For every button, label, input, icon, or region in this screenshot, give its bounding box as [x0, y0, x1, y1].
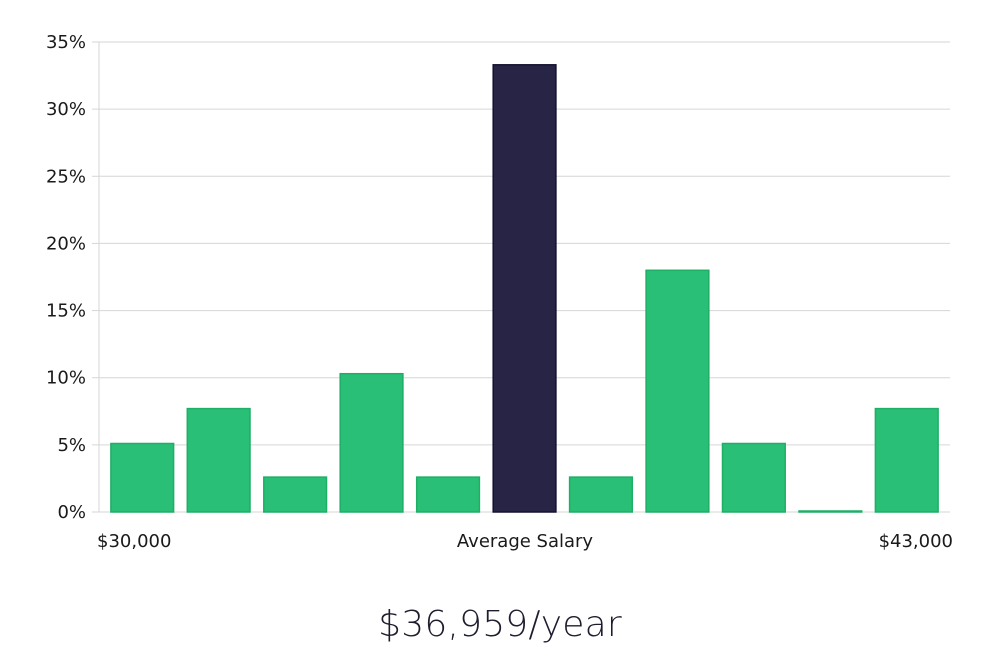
chart-svg: 0% 5% 10% 15% 20% 25% 30% 35% $30,000 Average S…: [46, 32, 953, 552]
salary-distribution-chart: 0% 5% 10% 15% 20% 25% 30% 35% $30,000 Average S…: [46, 32, 953, 552]
y-tick-label: 0%: [57, 502, 86, 523]
bar: [721, 442, 786, 513]
bar: [568, 476, 634, 513]
average-salary-summary: $36,959/year: [378, 604, 622, 645]
y-tick-label: 35%: [46, 32, 86, 53]
bar: [263, 476, 328, 513]
bar-average-salary: [492, 64, 557, 513]
bar: [186, 407, 251, 513]
y-tick-label: 30%: [46, 99, 86, 120]
bar: [339, 372, 404, 513]
y-tick-label: 10%: [46, 368, 86, 389]
y-tick-label: 20%: [46, 233, 86, 254]
x-axis-title: Average Salary: [457, 531, 594, 552]
bar: [645, 269, 710, 513]
bar: [798, 510, 863, 513]
y-axis-ticks: 0% 5% 10% 15% 20% 25% 30% 35%: [46, 32, 99, 523]
y-tick-label: 5%: [57, 435, 86, 456]
bar: [874, 407, 939, 513]
y-tick-label: 25%: [46, 166, 86, 187]
bar-layer: [110, 64, 939, 513]
x-axis-start-label: $30,000: [97, 531, 171, 552]
y-tick-label: 15%: [46, 301, 86, 322]
bar: [415, 476, 481, 513]
x-axis-end-label: $43,000: [879, 531, 953, 552]
bar: [110, 442, 175, 513]
